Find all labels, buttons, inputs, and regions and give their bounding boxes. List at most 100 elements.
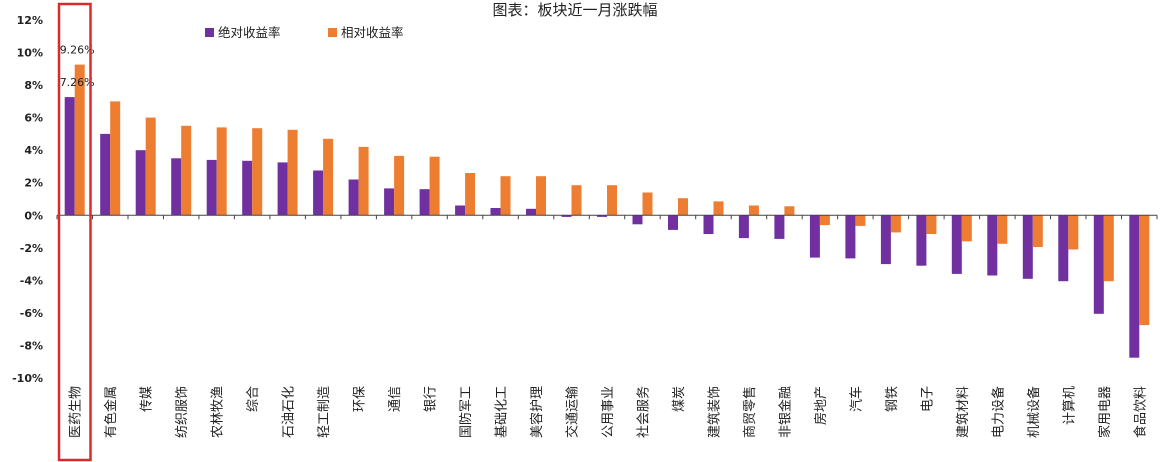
bar-absolute bbox=[668, 215, 678, 230]
legend-swatch-absolute bbox=[205, 28, 214, 37]
bar-relative bbox=[678, 198, 688, 216]
bar-relative bbox=[323, 138, 334, 216]
bar-relative bbox=[181, 125, 192, 216]
bar-relative bbox=[1103, 215, 1114, 282]
y-tick-label: 8% bbox=[24, 79, 43, 92]
bar-absolute bbox=[845, 215, 856, 259]
bar-absolute bbox=[277, 162, 288, 216]
bar-relative bbox=[607, 185, 617, 216]
bar-absolute bbox=[774, 215, 785, 239]
bar-relative bbox=[926, 215, 937, 234]
category-label: 石油石化 bbox=[282, 386, 297, 438]
category-labels: 医药生物 有色金属 传媒 纺织服饰 农林牧渔 综合 石油石化 轻工制造 环保 通信 银行 国防军工 基础… bbox=[69, 386, 1149, 438]
bar-relative bbox=[287, 129, 298, 216]
y-tick-label: 2% bbox=[24, 177, 43, 190]
category-label: 银行 bbox=[424, 386, 439, 412]
category-label: 电子 bbox=[920, 386, 935, 412]
bar-absolute bbox=[880, 215, 891, 265]
category-label: 电力设备 bbox=[990, 386, 1006, 438]
bar-absolute bbox=[490, 208, 501, 216]
bar-relative bbox=[110, 101, 121, 216]
category-label: 建筑装饰 bbox=[707, 386, 723, 438]
bar-relative bbox=[997, 215, 1008, 244]
bar-relative bbox=[1139, 215, 1150, 326]
bar-absolute bbox=[1093, 215, 1104, 314]
bar-relative bbox=[429, 156, 440, 216]
bar-absolute bbox=[916, 215, 927, 266]
category-label: 煤炭 bbox=[672, 386, 687, 412]
category-label: 建筑材料 bbox=[955, 386, 971, 438]
bar-absolute bbox=[242, 160, 253, 216]
bar-relative bbox=[855, 215, 866, 226]
category-label: 有色金属 bbox=[103, 386, 119, 438]
data-label-relative: 9.26% bbox=[60, 44, 95, 57]
legend-label-absolute: 绝对收益率 bbox=[218, 25, 281, 40]
bar-absolute bbox=[738, 215, 749, 239]
category-label: 环保 bbox=[353, 386, 368, 412]
category-label: 美容护理 bbox=[529, 386, 545, 438]
bar-absolute bbox=[64, 97, 75, 216]
category-label: 通信 bbox=[388, 386, 403, 412]
bar-relative bbox=[713, 201, 724, 216]
bar-absolute bbox=[135, 150, 146, 216]
bar-relative bbox=[748, 205, 759, 216]
bar-relative bbox=[252, 128, 263, 216]
bar-relative bbox=[500, 176, 511, 216]
category-label: 机械设备 bbox=[1026, 386, 1042, 438]
category-label: 公用事业 bbox=[601, 386, 616, 438]
data-label-absolute: 7.26% bbox=[60, 76, 95, 89]
legend-label-relative: 相对收益率 bbox=[341, 25, 404, 40]
category-label: 纺织服饰 bbox=[175, 386, 190, 438]
chart-title: 图表：板块近一月涨跌幅 bbox=[492, 1, 657, 19]
y-tick-label: 10% bbox=[17, 47, 43, 60]
bar-relative bbox=[961, 215, 972, 242]
category-label: 基础化工 bbox=[495, 386, 510, 438]
bar-absolute bbox=[561, 215, 572, 217]
bar-absolute bbox=[206, 159, 217, 216]
bar-absolute bbox=[455, 205, 466, 216]
bar-relative bbox=[358, 146, 369, 216]
bar-absolute bbox=[419, 189, 430, 216]
bar-absolute bbox=[987, 215, 998, 276]
bar-relative bbox=[642, 192, 653, 216]
bar-absolute bbox=[1058, 215, 1069, 282]
legend: 绝对收益率 相对收益率 bbox=[205, 25, 404, 40]
category-label: 轻工制造 bbox=[317, 386, 332, 438]
bar-absolute bbox=[632, 215, 643, 225]
bar-absolute bbox=[384, 188, 395, 216]
y-tick-label: 0% bbox=[24, 209, 43, 222]
legend-swatch-relative bbox=[328, 28, 337, 37]
category-label: 农林牧渔 bbox=[211, 386, 226, 438]
bar-relative bbox=[465, 173, 476, 216]
category-label: 汽车 bbox=[848, 386, 864, 412]
category-label: 传媒 bbox=[140, 386, 155, 412]
y-axis-tick-labels: 12% 10% 8% 6% 4% 2% 0% -2% -4% -6% -8% -10% bbox=[12, 14, 43, 385]
bar-absolute bbox=[348, 179, 359, 216]
category-label: 非银金融 bbox=[777, 386, 793, 438]
y-tick-label: -6% bbox=[20, 307, 43, 320]
category-label: 社会服务 bbox=[636, 386, 652, 438]
bar-relative bbox=[145, 117, 156, 216]
bar-relative bbox=[394, 155, 405, 216]
bar-absolute bbox=[703, 215, 714, 234]
category-label: 家用电器 bbox=[1097, 386, 1113, 438]
category-label: 商贸零售 bbox=[742, 386, 758, 438]
bar-relative bbox=[74, 64, 85, 216]
bar-relative bbox=[819, 215, 830, 226]
data-labels: 9.26% 7.26% bbox=[60, 44, 95, 90]
category-label: 计算机 bbox=[1062, 386, 1077, 425]
y-tick-label: 6% bbox=[24, 112, 43, 125]
bars bbox=[64, 64, 1150, 358]
category-label: 医药生物 bbox=[69, 386, 84, 438]
bar-relative bbox=[571, 185, 582, 216]
bar-absolute bbox=[809, 215, 820, 258]
category-label: 综合 bbox=[246, 386, 261, 412]
category-label: 交通运输 bbox=[565, 386, 581, 438]
bar-relative bbox=[1068, 215, 1079, 250]
bar-absolute bbox=[951, 215, 962, 274]
bar-relative bbox=[1032, 215, 1043, 247]
y-tick-label: -10% bbox=[12, 372, 43, 385]
bar-absolute bbox=[526, 208, 536, 216]
y-tick-label: -2% bbox=[20, 242, 43, 255]
